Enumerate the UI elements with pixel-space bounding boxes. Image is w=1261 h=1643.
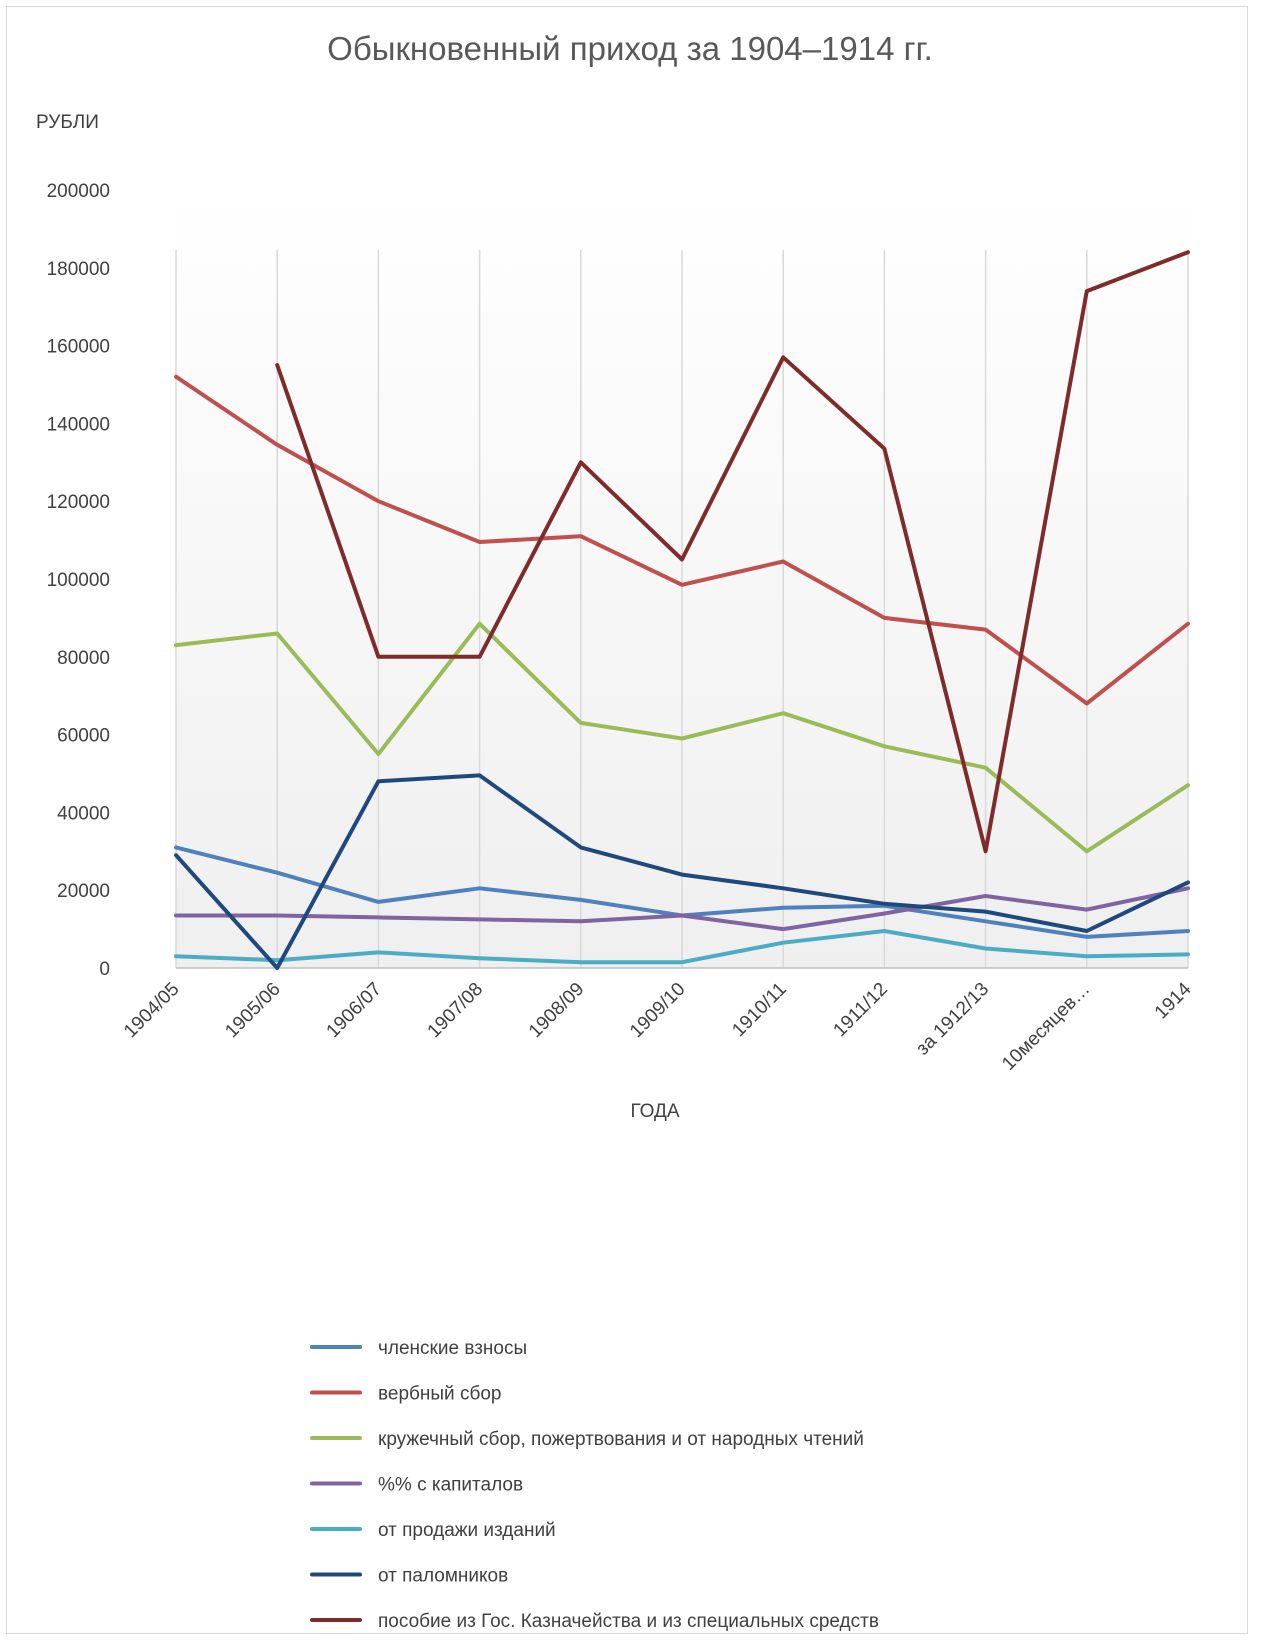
x-tick-label: 1909/10 xyxy=(626,979,689,1042)
x-tick-label: 10месяцев… xyxy=(998,979,1094,1075)
legend-label: пособие из Гос. Казначейства и из специа… xyxy=(378,1611,879,1632)
y-tick-label: 160000 xyxy=(47,337,110,358)
legend-label: от продажи изданий xyxy=(378,1520,556,1541)
series-line-5 xyxy=(174,929,1190,965)
x-tick-label: 1907/08 xyxy=(424,979,487,1042)
y-tick-label: 40000 xyxy=(57,803,110,824)
gridlines xyxy=(175,250,1189,968)
y-tick-label: 100000 xyxy=(47,570,110,591)
series-line-6 xyxy=(174,773,1190,970)
legend-label: от паломников xyxy=(378,1566,508,1587)
y-axis-title: РУБЛИ xyxy=(36,112,99,133)
series-line-4 xyxy=(174,886,1190,932)
x-tick-label: 1905/06 xyxy=(221,979,284,1042)
legend-label: вербный сбор xyxy=(378,1384,501,1405)
chart-title: Обыкновенный приход за 1904–1914 гг. xyxy=(327,30,933,67)
y-tick-label: 20000 xyxy=(57,881,110,902)
x-tick-label: 1911/12 xyxy=(830,979,892,1041)
y-axis-ticks: 0 20000 40000 60000 80000 100000 120000 140000 1… xyxy=(47,181,110,980)
x-tick-label: за 1912/13 xyxy=(912,979,993,1060)
legend-label: кружечный сбор, пожертвования и от народ… xyxy=(378,1429,864,1450)
legend-label: членские взносы xyxy=(378,1338,527,1359)
legend: членские взносы вербный сбор кружечный сбо… xyxy=(310,1338,879,1632)
y-tick-label: 120000 xyxy=(47,492,110,513)
y-tick-label: 140000 xyxy=(47,414,110,435)
x-tick-label: 1908/09 xyxy=(525,979,588,1042)
y-tick-label: 0 xyxy=(99,959,110,980)
x-axis-title: ГОДА xyxy=(630,1101,679,1122)
x-tick-label: 1914 xyxy=(1151,978,1196,1023)
series-lines xyxy=(174,250,1190,970)
series-line-3 xyxy=(174,621,1190,854)
legend-label: %% с капиталов xyxy=(378,1475,523,1496)
y-tick-label: 60000 xyxy=(57,726,110,747)
x-tick-label: 1906/07 xyxy=(323,979,386,1042)
x-tick-label: 1904/05 xyxy=(120,979,183,1042)
x-tick-label: 1910/11 xyxy=(728,979,790,1041)
y-tick-label: 200000 xyxy=(47,181,110,202)
y-tick-label: 80000 xyxy=(57,648,110,669)
y-tick-label: 180000 xyxy=(47,259,110,280)
x-axis-ticks: 1904/05 1905/06 1906/07 1907/08 1908/09 1909/… xyxy=(120,978,1196,1074)
series-line-7 xyxy=(275,250,1190,854)
